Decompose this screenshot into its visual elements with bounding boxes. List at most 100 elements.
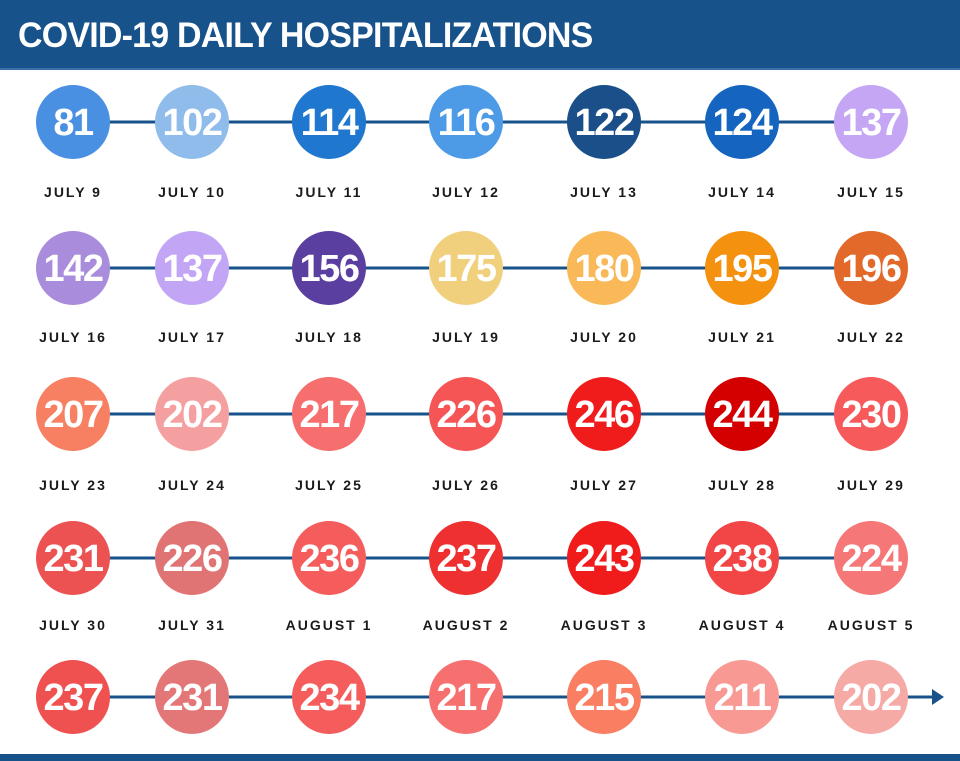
data-point: 217 <box>292 377 366 451</box>
value-circle <box>155 660 229 734</box>
date-label: JULY 26 <box>432 477 500 493</box>
data-point: 217 <box>429 660 503 734</box>
value-circle <box>834 85 908 159</box>
data-point: 215 <box>567 660 641 734</box>
data-point: 175 <box>429 231 503 305</box>
data-point: 180 <box>567 231 641 305</box>
value-label: 231 <box>163 677 223 719</box>
value-label: 217 <box>300 394 359 436</box>
value-circle <box>36 377 110 451</box>
data-point: 224 <box>834 521 908 595</box>
data-point: 124 <box>705 85 779 159</box>
value-circle <box>567 521 641 595</box>
value-circle <box>429 521 503 595</box>
date-label: JULY 20 <box>570 329 638 345</box>
date-label: JULY 24 <box>158 477 226 493</box>
data-point: 142 <box>36 231 110 305</box>
value-circle <box>429 377 503 451</box>
value-label: 236 <box>300 538 359 580</box>
value-circle <box>834 377 908 451</box>
value-circle <box>155 231 229 305</box>
value-label: 180 <box>575 248 634 290</box>
footer-bar <box>0 754 960 761</box>
value-circle <box>567 660 641 734</box>
value-label: 122 <box>575 102 634 144</box>
value-label: 211 <box>714 677 772 719</box>
date-label: JULY 21 <box>708 329 776 345</box>
data-point: 196 <box>834 231 908 305</box>
date-label: JULY 19 <box>432 329 500 345</box>
value-circle <box>36 660 110 734</box>
arrow-head-icon <box>932 689 944 705</box>
value-label: 175 <box>437 248 497 290</box>
value-label: 234 <box>300 677 360 719</box>
data-point: 137 <box>155 231 229 305</box>
value-label: 246 <box>575 394 634 436</box>
value-label: 237 <box>437 538 496 580</box>
date-label: JULY 27 <box>570 477 638 493</box>
value-label: 224 <box>842 538 902 580</box>
date-label: JULY 18 <box>295 329 363 345</box>
value-label: 202 <box>842 677 901 719</box>
value-circle <box>705 660 779 734</box>
value-circle <box>705 85 779 159</box>
value-circle <box>36 521 110 595</box>
date-label: JULY 28 <box>708 477 776 493</box>
data-point: 234 <box>292 660 366 734</box>
value-label: 156 <box>300 248 359 290</box>
value-circle <box>36 231 110 305</box>
data-point: 116 <box>429 85 503 159</box>
value-circle <box>155 521 229 595</box>
value-label: 230 <box>842 394 901 436</box>
data-point: 226 <box>429 377 503 451</box>
data-point: 81 <box>36 85 110 159</box>
value-circle <box>705 521 779 595</box>
value-circle <box>567 231 641 305</box>
value-circle <box>292 231 366 305</box>
date-label: AUGUST 2 <box>423 617 510 633</box>
data-point: 137 <box>834 85 908 159</box>
value-label: 137 <box>163 248 222 290</box>
value-circle <box>429 231 503 305</box>
data-point: 230 <box>834 377 908 451</box>
date-label: JULY 13 <box>570 184 638 200</box>
value-label: 137 <box>842 102 901 144</box>
data-point: 207 <box>36 377 110 451</box>
data-point: 231 <box>155 660 229 734</box>
date-label: JULY 11 <box>296 184 363 200</box>
value-circle <box>705 231 779 305</box>
date-label: JULY 15 <box>837 184 905 200</box>
value-label: 217 <box>437 677 496 719</box>
value-circle <box>292 377 366 451</box>
data-point: 244 <box>705 377 779 451</box>
date-label: JULY 30 <box>39 617 107 633</box>
value-circle <box>834 660 908 734</box>
data-point: 231 <box>36 521 110 595</box>
value-circle <box>834 231 908 305</box>
value-label: 102 <box>163 102 222 144</box>
data-point: 202 <box>834 660 908 734</box>
date-label: JULY 12 <box>432 184 500 200</box>
value-label: 202 <box>163 394 222 436</box>
value-label: 215 <box>575 677 635 719</box>
data-point: 102 <box>155 85 229 159</box>
value-label: 142 <box>44 248 103 290</box>
date-label: JULY 16 <box>39 329 107 345</box>
data-point: 226 <box>155 521 229 595</box>
value-label: 226 <box>437 394 496 436</box>
date-label: JULY 9 <box>44 184 102 200</box>
data-point: 114 <box>292 85 366 159</box>
value-circle <box>36 85 110 159</box>
value-label: 226 <box>163 538 222 580</box>
value-label: 114 <box>301 102 359 144</box>
page-title: COVID-19 DAILY HOSPITALIZATIONS <box>18 16 593 55</box>
data-point: 195 <box>705 231 779 305</box>
value-circle <box>155 85 229 159</box>
header-banner: COVID-19 DAILY HOSPITALIZATIONS <box>0 0 960 70</box>
date-label: AUGUST 3 <box>561 617 648 633</box>
data-point: 202 <box>155 377 229 451</box>
value-circle <box>292 85 366 159</box>
value-circle <box>567 85 641 159</box>
value-circle <box>429 85 503 159</box>
